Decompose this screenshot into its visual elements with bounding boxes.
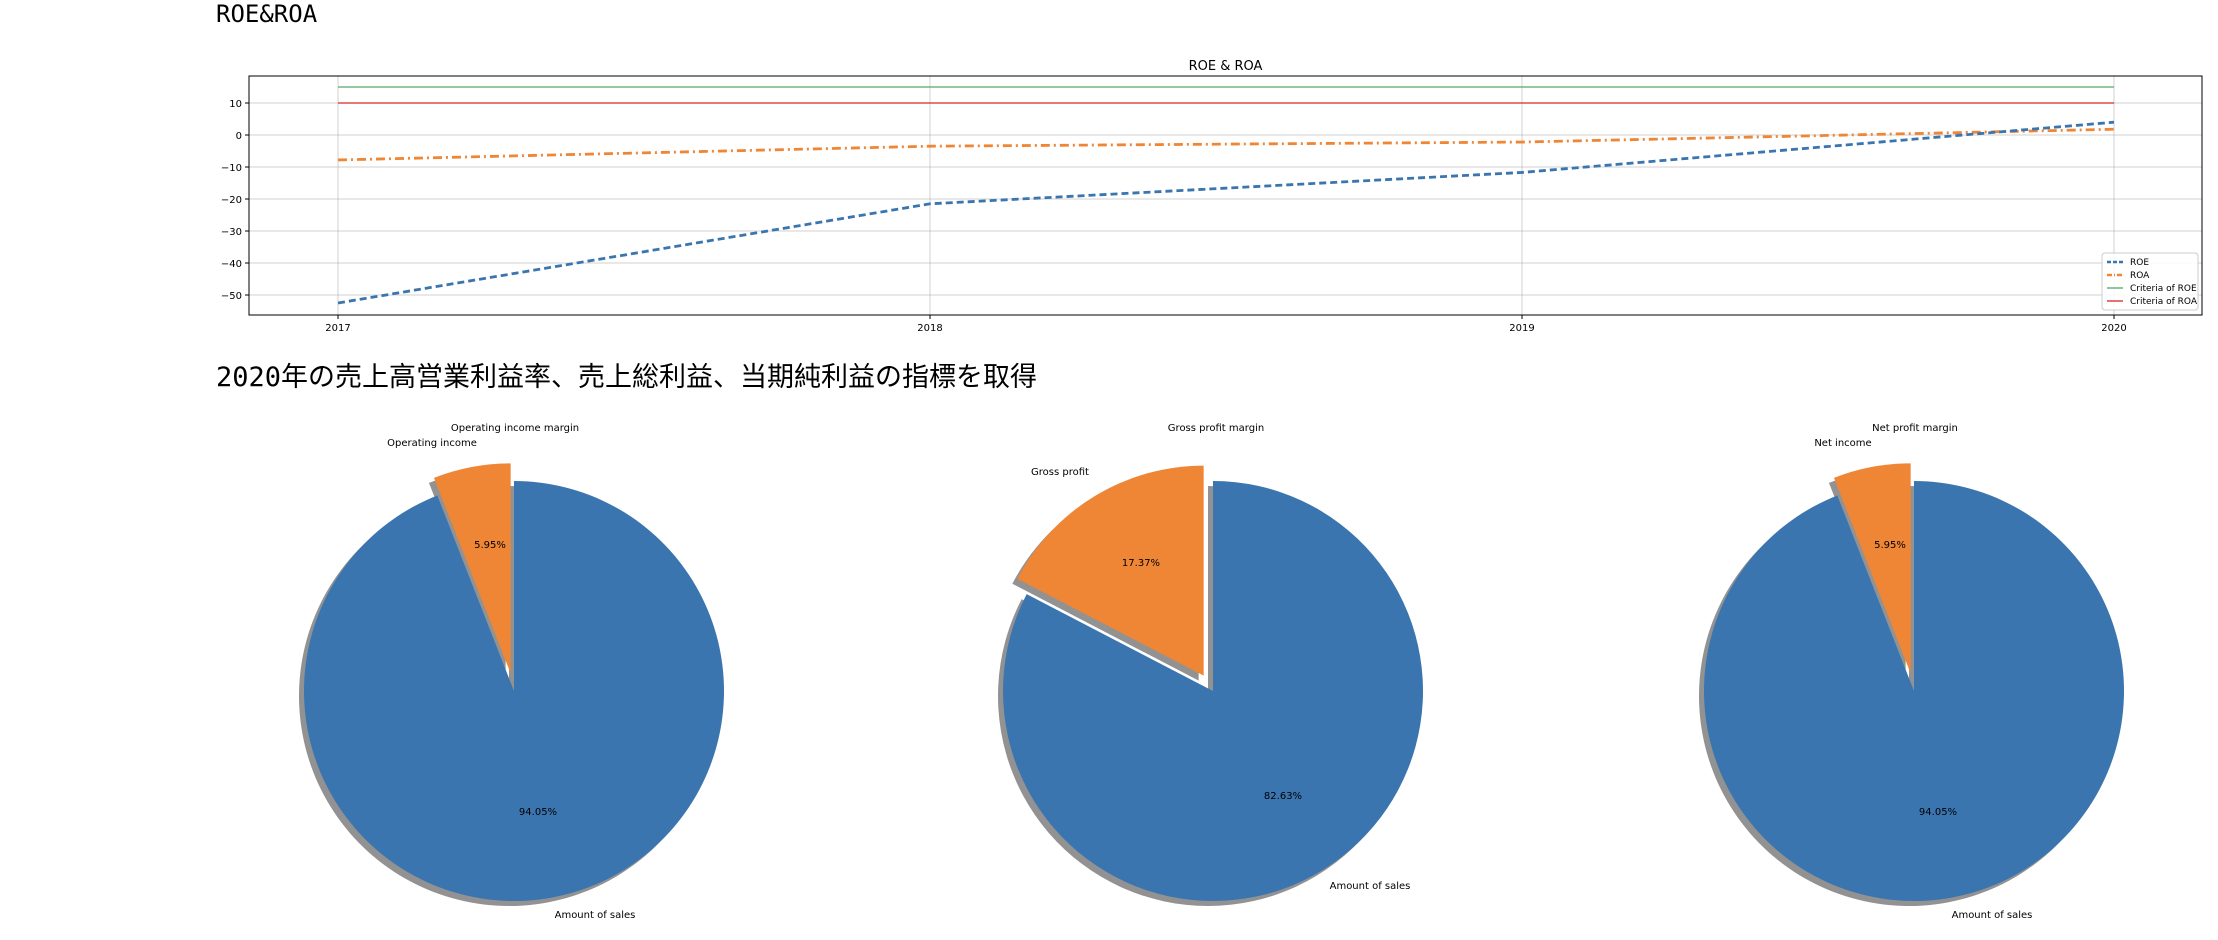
- slice-percent-amount-of-sales: 94.05%: [519, 807, 557, 818]
- slice-label-net-income: Net income: [1814, 438, 1871, 449]
- y-tick-label: −40: [221, 259, 242, 270]
- pie-chart-gross-profit-margin: Gross profit margin Amount of sales Gross …: [998, 423, 1424, 906]
- slice-percent-amount-of-sales: 82.63%: [1264, 791, 1302, 802]
- y-tick-label: −20: [221, 195, 242, 206]
- slice-percent-operating-income: 5.95%: [474, 540, 506, 551]
- pie-slice-amount-of-sales: [1704, 481, 2124, 902]
- pie-slice-net-income: [1833, 463, 1911, 674]
- legend-label-roe: ROE: [2130, 258, 2149, 268]
- series-line-roe: [337, 120, 2115, 305]
- legend-label-criteria-of-roa: Criteria of ROA: [2130, 297, 2198, 307]
- x-tick-label: 2018: [917, 323, 942, 334]
- pie-title: Gross profit margin: [1168, 423, 1264, 434]
- slice-label-amount-of-sales: Amount of sales: [555, 910, 636, 921]
- y-tick-label: 0: [236, 131, 242, 142]
- pie-slice-gross-profit: [1017, 465, 1204, 676]
- pie-title: Operating income margin: [451, 423, 579, 434]
- pie-slice-operating-income: [433, 463, 511, 674]
- pie-chart-operating-income-margin: Operating income margin Amount of sales Op…: [298, 423, 724, 921]
- section-heading-roe-roa: ROE&ROA: [216, 0, 318, 28]
- y-tick-label: 10: [229, 99, 242, 110]
- legend-label-criteria-of-roe: Criteria of ROE: [2130, 284, 2197, 294]
- slice-percent-gross-profit: 17.37%: [1122, 558, 1160, 569]
- slice-label-operating-income: Operating income: [387, 438, 477, 449]
- y-tick-label: −50: [221, 291, 242, 302]
- x-tick-label: 2017: [325, 323, 350, 334]
- legend-frame: [2101, 252, 2199, 311]
- slice-label-amount-of-sales: Amount of sales: [1952, 910, 2033, 921]
- legend: ROE ROA Criteria of ROE Criteria of ROA: [2101, 252, 2199, 311]
- x-tick-label: 2020: [2101, 323, 2126, 334]
- section-heading-pie-charts: 2020年の売上高営業利益率、売上総利益、当期純利益の指標を取得: [216, 362, 1038, 393]
- pie-slice-amount-of-sales: [1003, 481, 1424, 902]
- slice-percent-net-income: 5.95%: [1874, 540, 1906, 551]
- line-chart-roe-roa: 10 0 −10 −20 −30 −40 −50 2017 2018 2019 2020 ROE & …: [221, 59, 2203, 334]
- plot-frame: [248, 75, 2203, 316]
- legend-label-roa: ROA: [2130, 271, 2150, 281]
- slice-percent-amount-of-sales: 94.05%: [1919, 807, 1957, 818]
- slice-label-amount-of-sales: Amount of sales: [1330, 881, 1411, 892]
- series-line-roa: [337, 127, 2115, 162]
- chart-title: ROE & ROA: [1189, 59, 1263, 74]
- pie-chart-net-profit-margin: Net profit margin Amount of sales Net inco…: [1699, 423, 2124, 921]
- slice-label-gross-profit: Gross profit: [1031, 467, 1089, 478]
- y-tick-label: −30: [221, 227, 242, 238]
- y-tick-label: −10: [221, 163, 242, 174]
- x-tick-label: 2019: [1509, 323, 1534, 334]
- pie-slice-amount-of-sales: [303, 481, 724, 901]
- pie-title: Net profit margin: [1872, 423, 1958, 434]
